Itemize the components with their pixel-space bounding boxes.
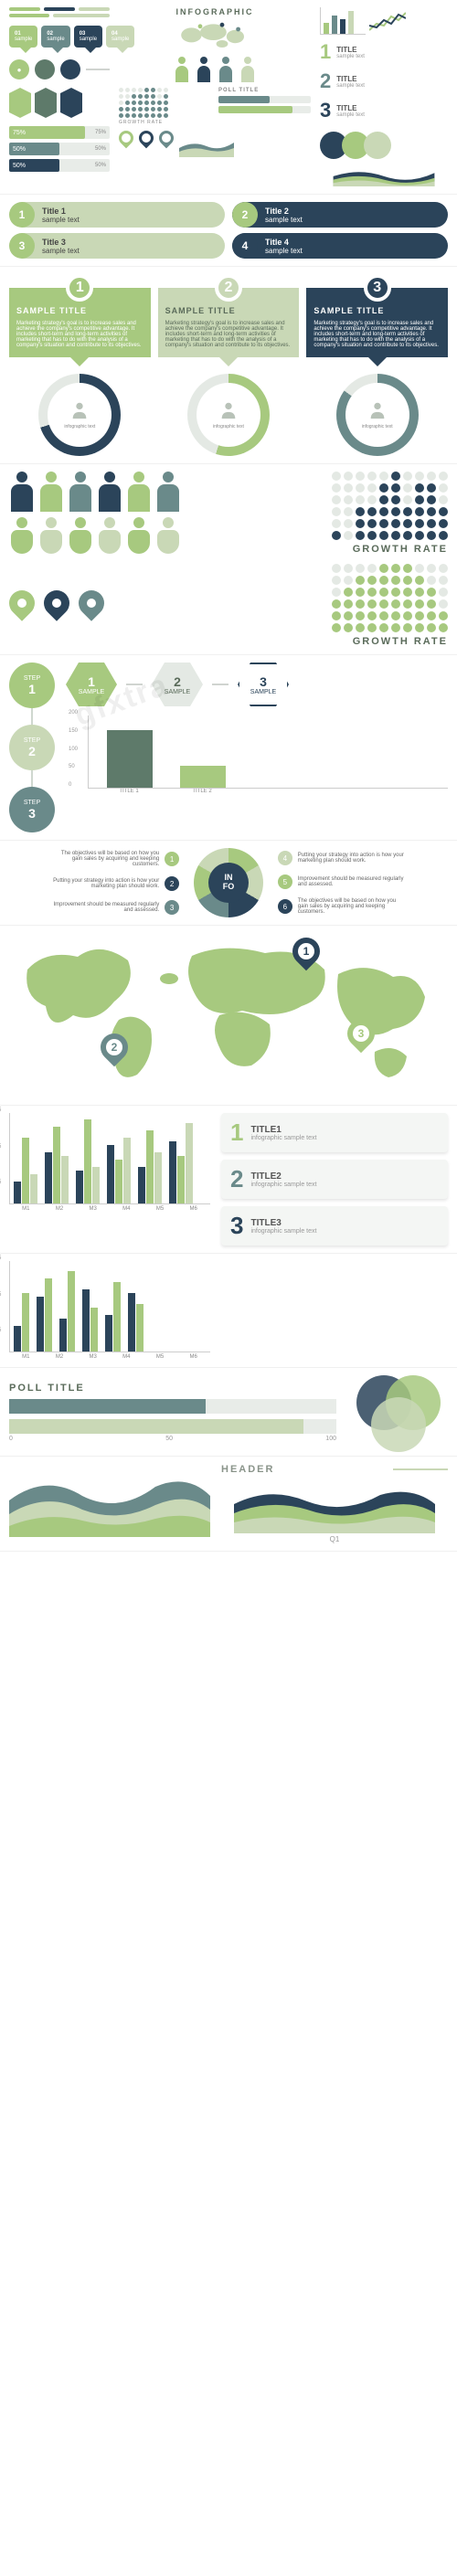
pin-icon	[44, 590, 69, 621]
person-icon	[126, 472, 152, 512]
poll-venn-section: POLL TITLE 050100	[0, 1368, 457, 1457]
info-ring-section: The objectives will be based on how you …	[0, 841, 457, 926]
bar-group	[128, 1293, 143, 1352]
venn-diagram	[347, 1375, 448, 1448]
callout-cards: 1 SAMPLE TITLEMarketing strategy's goal …	[0, 267, 457, 464]
donut-chart: infographic text	[336, 374, 419, 456]
poll-title: POLL TITLE	[9, 1383, 336, 1394]
area2-q: Q1	[221, 1535, 448, 1543]
progress-bar: 50%50%	[9, 159, 110, 172]
people-icons	[119, 57, 311, 82]
poll-bar	[9, 1419, 336, 1434]
person-icon	[68, 517, 93, 554]
callout-card: 3 SAMPLE TITLEMarketing strategy's goal …	[306, 274, 448, 456]
person-icon	[126, 517, 152, 554]
bar-group	[14, 1138, 37, 1203]
info-spoke: The objectives will be based on how you …	[51, 851, 179, 867]
bar-group	[138, 1130, 162, 1203]
bar	[180, 766, 226, 788]
person-icon	[38, 517, 64, 554]
numbered-title: 2TITLEsample text	[320, 69, 448, 93]
pin-icon	[79, 590, 104, 621]
speech-bubble: 01sample	[9, 26, 37, 48]
world-map: 1 2 3	[0, 926, 457, 1106]
title-strip: 2Title 2sample text	[232, 202, 448, 228]
person-icon	[68, 472, 93, 512]
donut-chart: infographic text	[38, 374, 121, 456]
pin-icon	[139, 131, 154, 162]
title-card: 3TITLE3infographic sample text	[221, 1206, 448, 1246]
person-icon	[38, 472, 64, 512]
bar-group	[59, 1271, 75, 1352]
pin-icon	[9, 590, 35, 621]
pin-icon	[159, 131, 174, 162]
info-spoke: 5Improvement should be measured regularl…	[278, 875, 406, 889]
grouped2-section: 00.511.522.5 M1M2M3M4M5M6	[0, 1254, 457, 1368]
hex-sample: 3SAMPLE	[238, 663, 289, 706]
person-icon	[97, 517, 122, 554]
growth-label-small: GROWTH RATE	[119, 120, 211, 125]
numbered-title: 1TITLEsample text	[320, 40, 448, 64]
bar-group	[82, 1289, 98, 1352]
bar-group	[76, 1119, 100, 1203]
info-spoke: Improvement should be measured regularly…	[51, 900, 179, 915]
area-charts: HEADER Q1	[0, 1457, 457, 1552]
info-spoke: 6The objectives will be based on how you…	[278, 898, 406, 915]
title-strip: 1Title 1sample text	[9, 202, 225, 228]
grouped-titles-section: 00.511.522.5 M1M2M3M4M5M6 1TITLE1infogra…	[0, 1106, 457, 1254]
callout-card: 2 SAMPLE TITLEMarketing strategy's goal …	[158, 274, 300, 456]
area-chart-2	[221, 1479, 448, 1533]
bar-group	[37, 1278, 52, 1352]
person-icon	[9, 517, 35, 554]
wave-mini	[320, 164, 448, 186]
area2-header: HEADER	[221, 1464, 274, 1475]
pin-icon	[119, 131, 133, 162]
bar-group	[105, 1282, 121, 1352]
steps-hex-section: STEP1STEP2STEP3 1SAMPLE2SAMPLE3SAMPLE 05…	[0, 655, 457, 841]
poll-bar	[9, 1399, 336, 1414]
map-pin: 3	[347, 1020, 375, 1047]
person-icon	[9, 472, 35, 512]
bar-group	[14, 1293, 29, 1352]
progress-bar: 50%50%	[9, 143, 110, 155]
progress-bar: 75%75%	[9, 126, 110, 139]
bar	[107, 730, 153, 788]
title-strip: 4Title 4sample text	[232, 233, 448, 259]
info-center: IN FO	[208, 863, 249, 903]
map-pin: 1	[292, 938, 320, 965]
speech-bubble: 03sample	[74, 26, 102, 48]
speech-bubble: 02sample	[41, 26, 69, 48]
info-spoke: 4Putting your strategy into action is ho…	[278, 851, 406, 865]
numbered-title: 3TITLEsample text	[320, 99, 448, 122]
growth-label: GROWTH RATE	[353, 636, 448, 647]
misc-elements-panel: 01sample02sample03sample04sample ● 75%75…	[0, 0, 457, 195]
world-icon	[119, 22, 311, 51]
bar-group	[107, 1138, 131, 1203]
donut-chart: infographic text	[187, 374, 270, 456]
people-dot-section: GROWTH RATE GROWTH RATE	[0, 464, 457, 655]
title-card: 1TITLE1infographic sample text	[221, 1113, 448, 1152]
info-spoke: Putting your strategy into action is how…	[51, 876, 179, 891]
callout-card: 1 SAMPLE TITLEMarketing strategy's goal …	[9, 274, 151, 456]
speech-bubble: 04sample	[106, 26, 134, 48]
step-circle: STEP2	[9, 725, 55, 770]
step-circle: STEP1	[9, 663, 55, 708]
step-circle: STEP3	[9, 787, 55, 832]
person-icon	[155, 517, 181, 554]
area-mini	[179, 135, 234, 157]
growth-label: GROWTH RATE	[353, 544, 448, 555]
infographic-label: INFOGRAPHIC	[119, 7, 311, 16]
poll-title-small: POLL TITLE	[218, 88, 311, 93]
hex-sample: 2SAMPLE	[152, 663, 203, 706]
person-icon	[97, 472, 122, 512]
bar-group	[169, 1123, 193, 1203]
person-icon	[155, 472, 181, 512]
map-pin: 2	[101, 1034, 128, 1061]
area-chart-1	[9, 1464, 210, 1537]
hex-sample: 1SAMPLE	[66, 663, 117, 706]
bar-group	[45, 1127, 69, 1203]
title-card: 2TITLE2infographic sample text	[221, 1160, 448, 1199]
title-strip: 3Title 3sample text	[9, 233, 225, 259]
title-strips: 1Title 1sample text 2Title 2sample text 3…	[0, 195, 457, 267]
